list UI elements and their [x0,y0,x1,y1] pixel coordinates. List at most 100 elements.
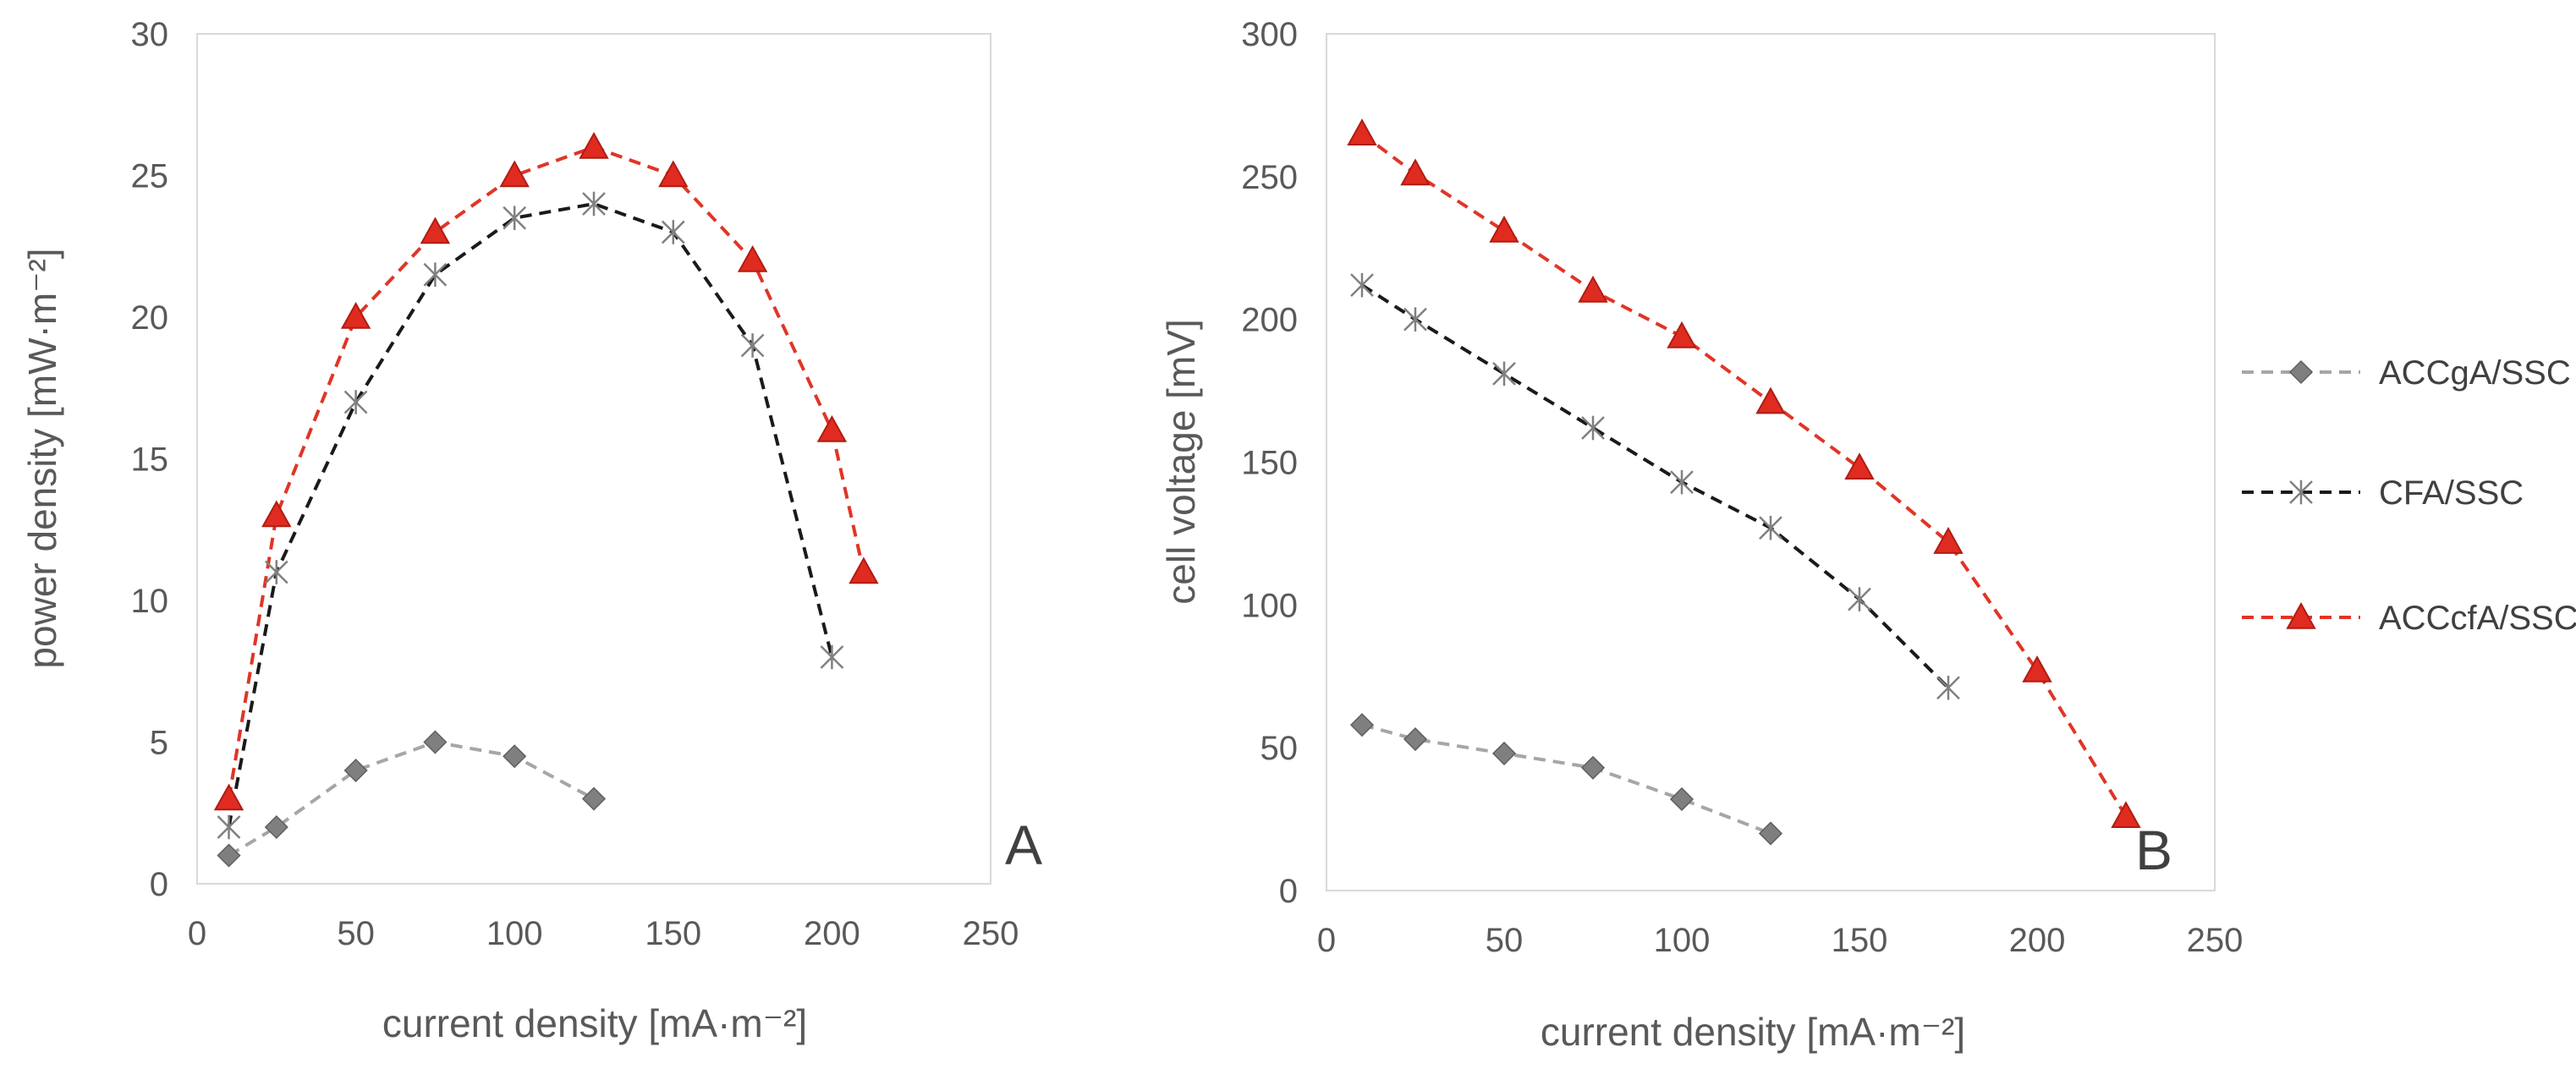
chart-b-series [1347,118,2141,846]
chart-b-point-acccfa-ssc [1933,526,1964,554]
chart-b-y-tick-label: 200 [1241,302,1298,339]
chart-a-point-accga-ssc [217,843,241,868]
chart-a-point-cfa-ssc [423,262,448,288]
chart-b-point-acccfa-ssc [1844,452,1875,480]
chart-b-point-accga-ssc [1491,741,1517,765]
chart-a-plot-area [196,33,991,885]
legend-marker-acccfa-ssc [2286,601,2316,629]
chart-b-plot-area [1326,33,2216,891]
chart-b-x-axis-label: current density [mA·m⁻²] [1541,1010,1965,1054]
chart-a-point-accga-ssc [264,814,288,840]
legend: ACCgA/SSC CFA/SSC ACCcfA/SSC [2242,354,2576,637]
chart-b-y-tick-label: 50 [1261,730,1299,767]
chart-b-series-line-cfa-ssc [1360,283,1950,689]
chart-a-x-tick-label: 50 [337,915,375,952]
chart-a-x-tick-label: 100 [486,915,543,952]
chart-a-y-tick-label: 10 [131,583,169,620]
chart-a-y-tick-label: 30 [131,16,169,53]
chart-b-point-acccfa-ssc [1755,386,1786,414]
chart-a-x-tick-label: 250 [963,915,1019,952]
chart-b-point-acccfa-ssc [1347,118,1377,145]
chart-a-point-accga-ssc [581,787,607,811]
chart-b-point-cfa-ssc [1350,272,1374,298]
legend-label-accga-ssc: ACCgA/SSC [2379,354,2571,392]
chart-b-point-accga-ssc [1758,821,1783,846]
legend-marker-accga-ssc [2288,359,2314,385]
chart-b-x-tick-label: 100 [1654,922,1711,959]
chart-b-point-cfa-ssc [1492,361,1516,386]
chart-b-y-tick-label: 0 [1279,873,1298,910]
chart-a-point-acccfa-ssc [737,244,768,272]
chart-b-y-tick-label: 100 [1241,587,1298,624]
chart-a-point-acccfa-ssc [658,160,689,188]
chart-b-point-acccfa-ssc [2022,655,2052,683]
chart-b-y-tick-label: 250 [1241,159,1298,196]
chart-b-x-tick-label: 50 [1486,922,1524,959]
chart-a-x-axis-label: current density [mA·m⁻²] [382,1001,807,1045]
chart-a-point-cfa-ssc [264,560,288,584]
chart-a-series-line-acccfa-ssc [227,145,865,799]
legend-label-cfa-ssc: CFA/SSC [2379,474,2524,512]
chart-b-point-accga-ssc [1403,726,1428,752]
chart-b-point-acccfa-ssc [2111,801,2141,829]
chart-a-point-acccfa-ssc [579,131,609,159]
chart-b-y-axis-label: cell voltage [mV] [1159,319,1203,604]
chart-a-point-cfa-ssc [820,644,844,670]
chart-b-point-cfa-ssc [1403,307,1427,332]
chart-b: 0 50 100 150 200 250 300 0 50 100 150 200 250 curre… [1159,16,2243,1054]
chart-b-point-accga-ssc [1580,755,1606,780]
chart-a-y-tick-label: 0 [150,866,168,903]
chart-a-point-cfa-ssc [740,333,765,358]
chart-a-y-ticks: 0 5 10 15 20 25 30 [131,16,169,903]
chart-a-point-acccfa-ssc [849,556,879,584]
chart-b-panel-label: B [2135,819,2172,881]
chart-a-point-cfa-ssc [343,390,368,414]
chart-b-x-tick-label: 200 [2009,922,2066,959]
chart-a-series-line-accga-ssc [228,740,595,858]
chart-a-point-cfa-ssc [661,220,685,244]
chart-a-point-acccfa-ssc [261,500,292,528]
chart-a-point-acccfa-ssc [213,783,244,811]
chart-b-x-tick-label: 150 [1832,922,1888,959]
legend-label-acccfa-ssc: ACCcfA/SSC [2379,600,2576,637]
chart-b-x-tick-label: 250 [2187,922,2244,959]
chart-a-y-tick-label: 25 [131,158,169,195]
chart-a-y-tick-label: 20 [131,299,169,337]
chart-a-point-accga-ssc [423,730,448,754]
chart-a-point-acccfa-ssc [420,217,451,244]
chart-a-x-tick-label: 0 [188,915,206,952]
chart-b-series-line-acccfa-ssc [1360,132,2128,818]
chart-b-point-accga-ssc [1669,787,1694,812]
chart-b-point-acccfa-ssc [1578,275,1608,303]
legend-marker-cfa-ssc [2289,480,2313,505]
chart-a-y-tick-label: 15 [131,441,169,479]
chart-a-series [213,131,879,868]
chart-b-x-tick-label: 0 [1317,922,1336,959]
chart-b-point-cfa-ssc [1759,515,1782,540]
chart-b-point-acccfa-ssc [1400,158,1431,186]
chart-a-x-tick-label: 200 [804,915,860,952]
chart-b-point-cfa-ssc [1670,469,1694,495]
chart-a-point-accga-ssc [503,744,527,769]
chart-b-point-cfa-ssc [1581,415,1605,441]
chart-b-x-ticks: 0 50 100 150 200 250 [1317,922,2244,959]
chart-a-point-cfa-ssc [503,206,527,231]
chart-a-point-acccfa-ssc [816,414,848,442]
chart-b-y-ticks: 0 50 100 150 200 250 300 [1241,16,1298,910]
chart-a-point-cfa-ssc [217,814,241,840]
chart-b-y-tick-label: 150 [1241,445,1298,482]
chart-b-point-acccfa-ssc [1489,215,1519,243]
chart-a-x-ticks: 0 50 100 150 200 250 [188,915,1019,952]
chart-a-point-acccfa-ssc [499,160,530,188]
chart-a: 0 5 10 15 20 25 30 0 50 100 150 200 250 current den… [20,16,1042,1045]
chart-b-point-acccfa-ssc [1667,321,1697,348]
chart-b-point-accga-ssc [1349,713,1375,737]
chart-a-panel-label: A [1005,814,1042,876]
chart-a-point-accga-ssc [343,758,368,783]
chart-a-point-acccfa-ssc [340,301,371,329]
chart-b-y-tick-label: 300 [1241,16,1298,53]
chart-b-point-cfa-ssc [1848,587,1871,611]
chart-a-y-axis-label: power density [mW·m⁻²] [20,248,64,668]
chart-a-x-tick-label: 150 [645,915,701,952]
